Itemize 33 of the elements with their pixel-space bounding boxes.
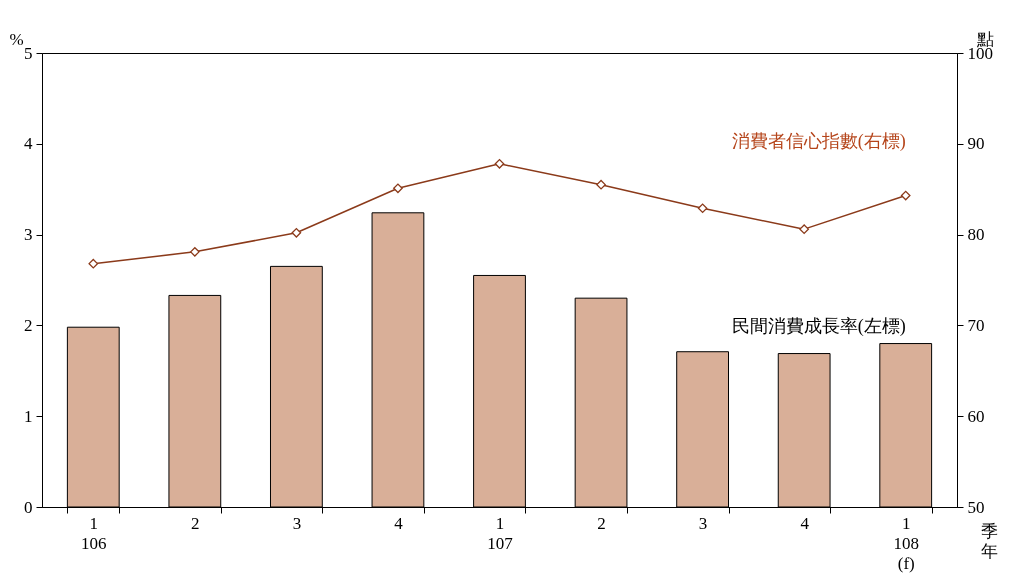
y-tick-label: 4: [24, 134, 33, 154]
y2-tick-label: 80: [967, 225, 985, 245]
point: [799, 224, 809, 234]
x-tick-label: 3: [698, 513, 708, 533]
y-tick-label: 2: [24, 315, 33, 335]
point: [494, 158, 505, 169]
y2-tick-label: 60: [967, 406, 985, 426]
x-tick-label: 3: [292, 513, 302, 533]
x-tick-label: 2: [191, 513, 200, 533]
text: 消費者信心指數(右標): [731, 130, 906, 152]
y-axis-title: %: [9, 29, 24, 49]
point: [697, 203, 708, 214]
point: [190, 247, 200, 257]
y-tick-label: 3: [24, 225, 33, 245]
x-axis-title: 季年: [980, 521, 998, 561]
y-tick-label: 1: [24, 406, 33, 426]
point: [88, 258, 99, 269]
point: [900, 190, 911, 201]
y-tick-label: 5: [24, 43, 33, 63]
point: [596, 179, 606, 190]
point: [291, 227, 302, 238]
y2-tick-label: 50: [967, 497, 985, 517]
x-tick-label: 1 106: [81, 513, 107, 553]
x-tick-label: 1 108 (f): [893, 513, 919, 573]
y2-tick-label: 70: [967, 315, 985, 335]
x-tick-label: 4: [800, 513, 810, 533]
point: [393, 183, 403, 194]
x-tick-label: 4: [394, 513, 404, 533]
x-tick-label: 1 107: [487, 513, 514, 553]
series-label: 民間消費成長率(左標): [731, 315, 906, 337]
y-tick-label: 0: [24, 497, 33, 517]
y2-tick-label: 90: [967, 134, 985, 154]
x-tick-label: 2: [597, 513, 606, 533]
